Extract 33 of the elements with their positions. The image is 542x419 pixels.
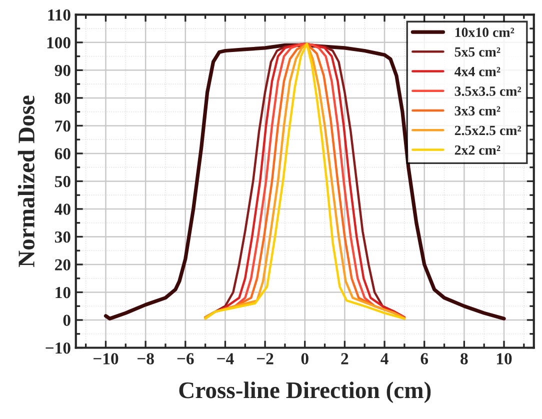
- x-tick-label: 2: [341, 353, 348, 364]
- legend-label: 10x10 cm²: [455, 28, 514, 38]
- x-tick-label: −8: [138, 353, 154, 364]
- y-tick-label: 30: [54, 231, 70, 243]
- y-tick-label: 70: [55, 120, 70, 132]
- x-tick-label: −4: [217, 353, 234, 364]
- x-tick-label: 0: [301, 353, 308, 364]
- y-tick-label: −10: [46, 342, 70, 354]
- x-tick-label: −10: [94, 353, 118, 364]
- y-tick-label: 90: [54, 64, 70, 76]
- y-tick-label: 60: [54, 148, 70, 160]
- x-axis-title: Cross-line Direction (cm): [179, 382, 431, 404]
- x-tick-label: 4: [380, 353, 388, 364]
- legend-label: 2x2 cm²: [454, 145, 500, 155]
- x-tick-label: 6: [420, 353, 428, 364]
- x-tick-label: −2: [257, 353, 274, 364]
- y-tick-label: 0: [63, 314, 70, 326]
- y-tick-label: 80: [54, 92, 70, 104]
- y-tick-label: 40: [54, 204, 70, 215]
- y-tick-label: 100: [47, 37, 70, 48]
- x-tick-label: −6: [177, 353, 194, 364]
- y-tick-label: 50: [55, 176, 70, 188]
- y-tick-label: 110: [48, 9, 70, 21]
- legend-label: 4x4 cm²: [454, 66, 500, 76]
- legend-label: 2.5x2.5 cm²: [454, 126, 522, 136]
- y-axis-title: Normalized Dose: [18, 96, 35, 267]
- legend-label: 5x5 cm²: [454, 47, 500, 57]
- x-tick-label: 8: [460, 353, 468, 364]
- x-tick-label: 10: [497, 353, 512, 364]
- y-tick-label: 10: [56, 286, 70, 298]
- legend-label: 3.5x3.5 cm²: [454, 86, 522, 96]
- legend-label: 3x3 cm²: [454, 106, 500, 116]
- y-tick-label: 20: [55, 259, 70, 270]
